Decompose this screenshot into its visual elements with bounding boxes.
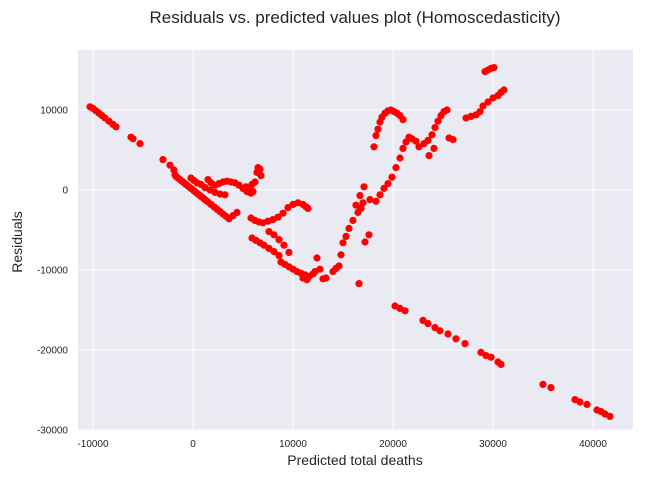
- data-point: [484, 98, 492, 106]
- data-point: [606, 412, 614, 420]
- data-point: [479, 102, 487, 110]
- data-point: [313, 254, 321, 262]
- data-point: [431, 124, 439, 132]
- data-point: [136, 140, 144, 148]
- data-point: [257, 172, 265, 180]
- x-tick-label: 10000: [279, 439, 307, 450]
- data-point: [242, 183, 250, 191]
- x-tick-label: 0: [190, 439, 196, 450]
- data-point: [436, 327, 444, 335]
- data-point: [461, 340, 469, 348]
- data-point: [384, 180, 392, 188]
- data-point: [361, 238, 369, 246]
- data-point: [412, 137, 420, 145]
- data-point: [342, 232, 350, 240]
- chart-title: Residuals vs. predicted values plot (Hom…: [149, 8, 560, 27]
- data-point: [396, 154, 404, 162]
- data-point: [424, 136, 432, 144]
- data-point: [497, 360, 505, 368]
- data-point: [539, 380, 547, 388]
- data-point: [159, 156, 167, 164]
- data-point: [425, 152, 433, 160]
- data-point: [399, 144, 407, 152]
- data-point: [275, 252, 283, 260]
- x-tick-label: -10000: [77, 439, 109, 450]
- y-tick-label: -10000: [37, 266, 69, 277]
- grid-lines: [78, 50, 633, 431]
- data-point: [345, 224, 353, 232]
- data-point: [392, 164, 400, 172]
- y-tick-label: 0: [62, 186, 68, 197]
- data-point: [401, 307, 409, 315]
- data-point: [490, 64, 498, 72]
- data-point: [374, 125, 382, 133]
- y-tick-label: -30000: [37, 426, 69, 437]
- data-point: [547, 384, 555, 392]
- data-point: [487, 353, 495, 361]
- data-point: [430, 144, 438, 152]
- data-point: [500, 86, 508, 94]
- y-axis-label: Residuals: [9, 211, 25, 272]
- x-axis-label: Predicted total deaths: [287, 452, 422, 468]
- tick-labels: -10000 0 10000 20000 30000 40000 -30000 -20000 -…: [37, 106, 607, 451]
- data-point: [322, 274, 330, 282]
- data-point: [444, 330, 452, 338]
- plot-background: [78, 50, 633, 430]
- data-point: [428, 131, 436, 139]
- data-point: [233, 208, 241, 216]
- data-point: [443, 106, 451, 114]
- data-point: [476, 108, 484, 116]
- data-point: [316, 265, 324, 273]
- data-point: [112, 123, 120, 131]
- data-point: [303, 276, 311, 284]
- data-point: [256, 165, 264, 173]
- data-points: [86, 64, 614, 420]
- data-point: [248, 180, 256, 188]
- data-point: [372, 132, 380, 140]
- data-point: [388, 173, 396, 181]
- data-point: [221, 191, 229, 199]
- data-point: [270, 231, 278, 239]
- data-point: [339, 239, 347, 247]
- data-point: [349, 216, 357, 224]
- data-point: [355, 280, 363, 288]
- data-point: [285, 248, 293, 256]
- data-point: [166, 161, 174, 169]
- data-point: [360, 183, 368, 191]
- data-point: [270, 248, 278, 256]
- data-point: [449, 136, 457, 144]
- data-point: [359, 199, 367, 207]
- data-point: [399, 116, 407, 124]
- data-point: [424, 320, 432, 328]
- x-tick-label: 30000: [479, 439, 507, 450]
- data-point: [304, 204, 312, 212]
- data-point: [380, 184, 388, 192]
- data-point: [583, 400, 591, 408]
- data-point: [352, 201, 360, 209]
- data-point: [365, 231, 373, 239]
- data-point: [275, 236, 283, 244]
- data-point: [356, 192, 364, 200]
- y-tick-label: -20000: [37, 346, 69, 357]
- data-point: [279, 209, 287, 217]
- data-point: [372, 197, 380, 205]
- data-point: [370, 143, 378, 151]
- data-point: [452, 335, 460, 343]
- data-point: [280, 241, 288, 249]
- data-point: [576, 398, 584, 406]
- x-tick-label: 40000: [579, 439, 607, 450]
- data-point: [337, 251, 345, 259]
- data-point: [434, 117, 442, 125]
- data-point: [366, 196, 374, 204]
- data-point: [274, 213, 282, 221]
- data-point: [335, 262, 343, 270]
- x-tick-label: 20000: [379, 439, 407, 450]
- data-point: [129, 135, 137, 143]
- data-point: [376, 191, 384, 199]
- y-tick-label: 10000: [40, 106, 68, 117]
